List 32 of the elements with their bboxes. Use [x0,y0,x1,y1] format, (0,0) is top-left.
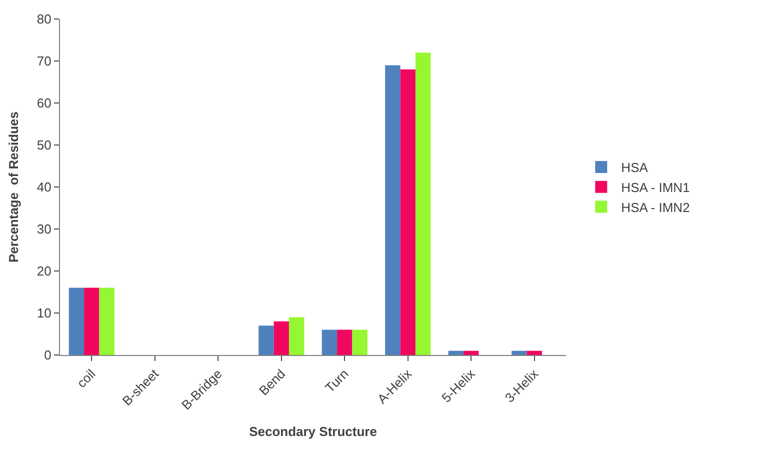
y-tick-label: 50 [36,138,52,153]
bar [288,317,304,355]
bar [337,330,352,355]
y-axis-title: Percentage of Residues [6,112,21,262]
y-tick-label: 80 [36,12,52,27]
bar [415,52,431,355]
bar [385,65,400,355]
bar [84,288,100,355]
y-tick-label: 0 [44,348,52,363]
y-tick-label: 60 [36,96,52,111]
bar [400,69,416,355]
bar [448,350,464,355]
x-tick-label: coil [74,366,98,391]
x-tick-label: Turn [322,366,352,396]
bar [526,350,542,355]
y-tick-label: 40 [36,180,52,195]
bar [512,350,527,355]
x-axis-title: Secondary Structure [249,424,377,440]
bar [352,330,368,355]
y-tick-label: 20 [36,264,52,279]
bar [68,288,84,355]
legend-label: HSA - IMN1 [621,180,690,195]
legend-label: HSA [621,160,648,176]
y-tick-label: 30 [36,222,52,237]
bar [274,321,289,355]
bar [322,330,338,355]
y-tick-label: 10 [36,306,52,321]
bar [99,288,114,355]
legend-label: HSA - IMN2 [621,200,690,215]
y-tick-label: 70 [36,54,52,69]
bar [464,350,479,355]
bar [258,326,274,355]
